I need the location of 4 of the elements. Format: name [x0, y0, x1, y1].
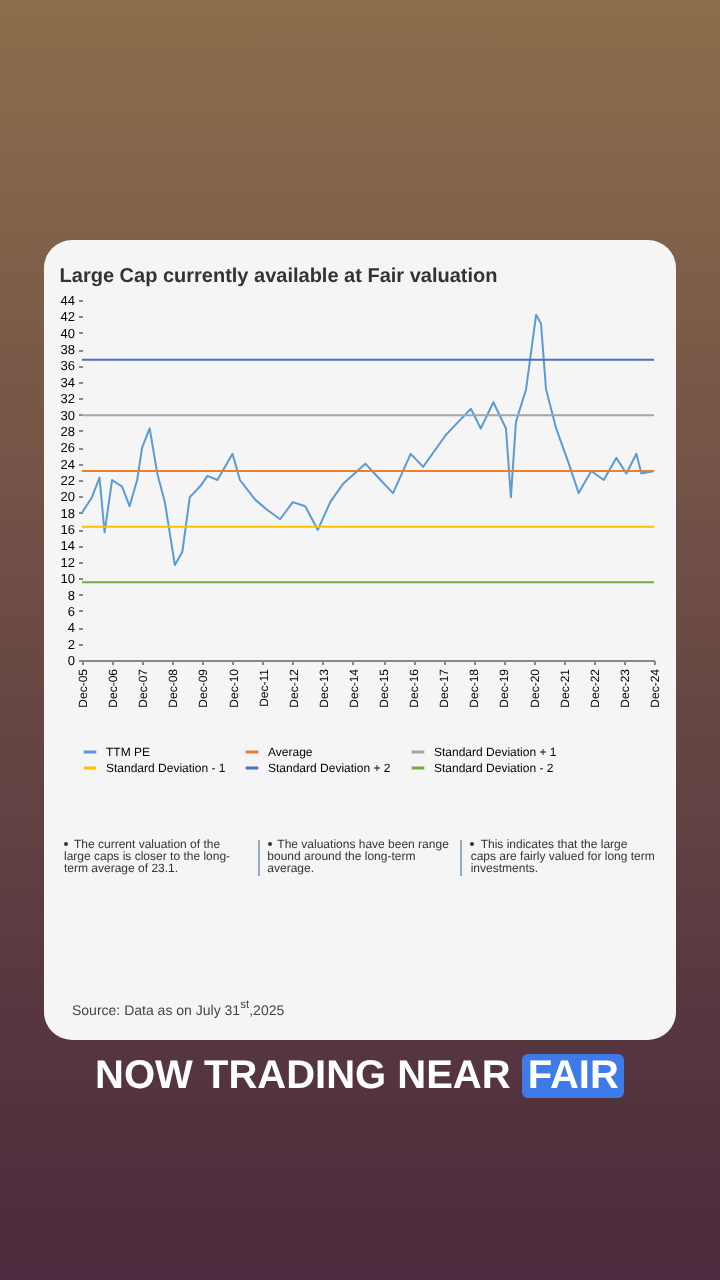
text: NOW TRADING NEAR — [95, 1054, 511, 1098]
chart-title: Large Cap currently available at Fair valuation — [59, 266, 498, 288]
line-series — [81, 313, 655, 567]
text: FAIR — [521, 1054, 625, 1098]
